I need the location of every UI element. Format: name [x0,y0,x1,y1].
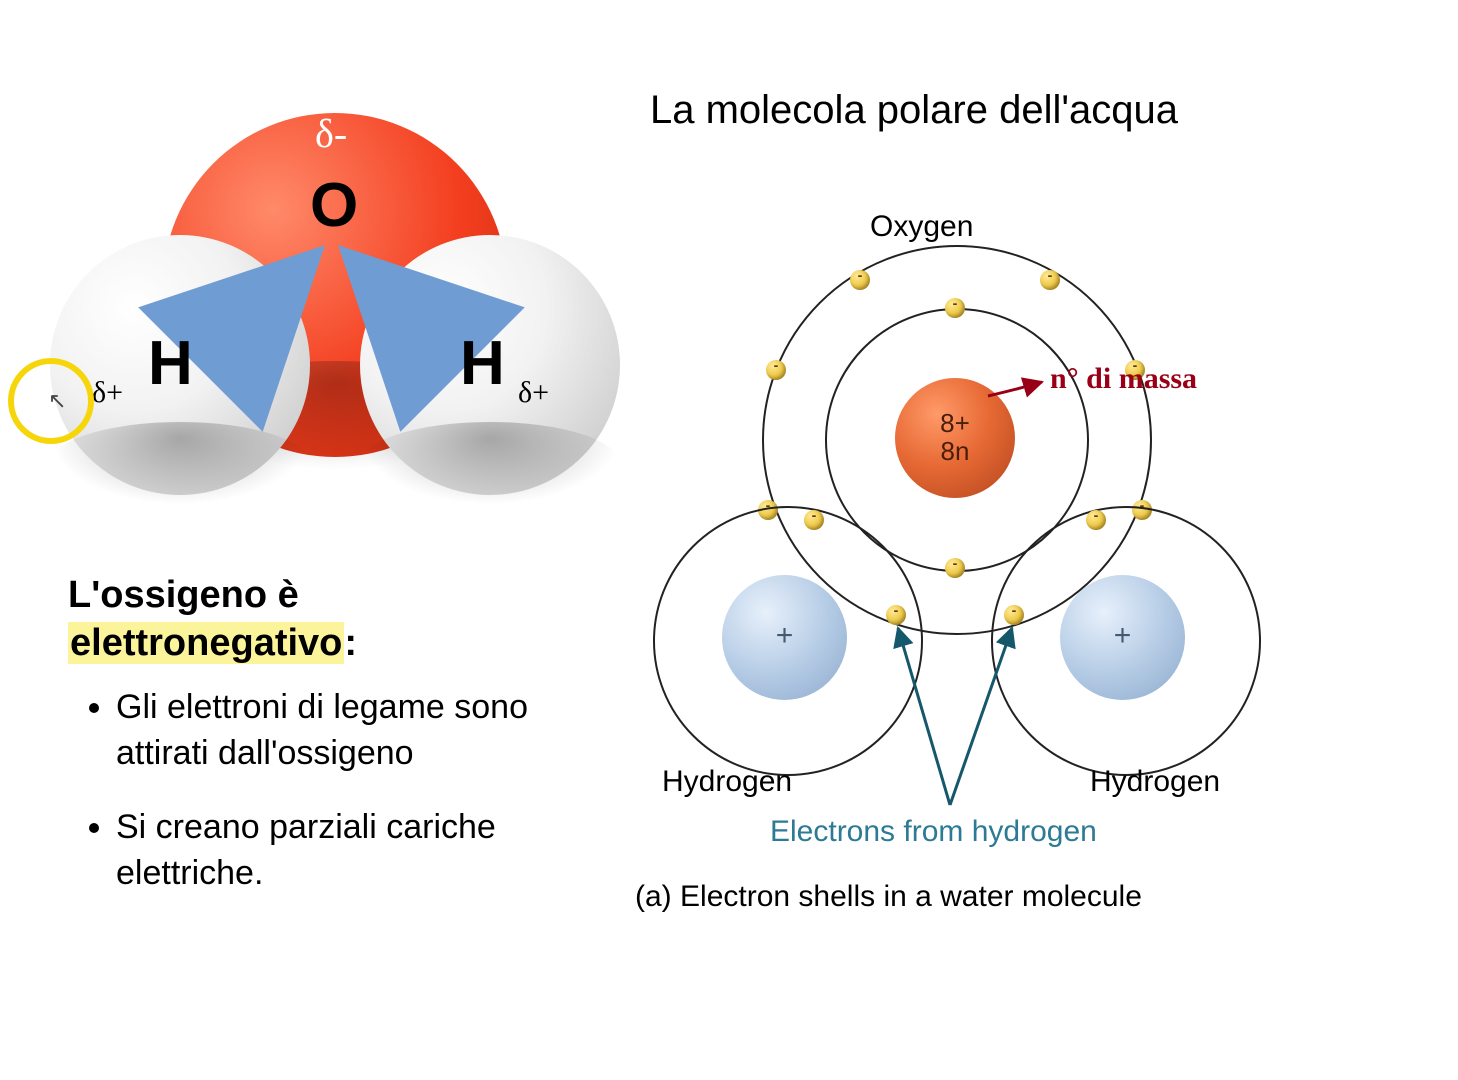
figure-caption: (a) Electron shells in a water molecule [635,880,1195,914]
cursor-icon: ↖ [48,388,66,414]
caption-prefix: (a) [635,880,672,913]
shadow [360,422,620,505]
explanation-text-block: L'ossigeno è elettronegativo: Gli elettr… [68,572,628,925]
bullet-list: Gli elettroni di legame sono attirati da… [68,685,628,897]
oxygen-proton-count: 8+ [895,408,1015,439]
electron: - [804,510,824,530]
oxygen-nucleus: 8+ 8n [895,378,1015,498]
oxygen-shell-label: Oxygen [870,210,973,244]
electron-shell-diagram: Oxygen 8+ 8n - - - - - - - - - - + - + - [650,200,1270,960]
electron: - [850,270,870,290]
hydrogen-right-label: H [460,328,505,399]
heading-highlight: elettronegativo [68,622,344,664]
oxygen-charge-label: δ- [315,110,347,157]
oxygen-label: O [310,170,358,241]
electron: - [1040,270,1060,290]
shadow [50,422,310,505]
heading-suffix: : [344,622,357,664]
oxygen-neutron-count: 8n [895,436,1015,467]
electron: - [945,298,965,318]
hydrogen-right-label: Hydrogen [1090,765,1220,799]
list-item: Gli elettroni di legame sono attirati da… [116,685,628,777]
hydrogen-right-plus: + [1060,619,1185,653]
hydrogen-left-label: H [148,328,193,399]
hydrogen-left-charge-label: δ+ [92,376,123,410]
page-title: La molecola polare dell'acqua [650,88,1178,133]
electron: - [1086,510,1106,530]
heading-pre: L'ossigeno è [68,574,299,616]
caption-text: Electron shells in a water molecule [680,880,1142,913]
electron: - [766,360,786,380]
hydrogen-right-charge-label: δ+ [518,376,549,410]
electron: - [945,558,965,578]
hydrogen-right-nucleus: + [1060,575,1185,700]
mass-number-annotation: n° di massa [1050,362,1197,396]
heading: L'ossigeno è elettronegativo: [68,572,628,667]
electrons-from-hydrogen-label: Electrons from hydrogen [770,815,1097,849]
hydrogen-left-label: Hydrogen [662,765,792,799]
slide-canvas: { "title": "La molecola polare dell'acqu… [0,0,1458,1080]
hydrogen-left-plus: + [722,619,847,653]
list-item: Si creano parziali cariche elettriche. [116,805,628,897]
hydrogen-left-nucleus: + [722,575,847,700]
